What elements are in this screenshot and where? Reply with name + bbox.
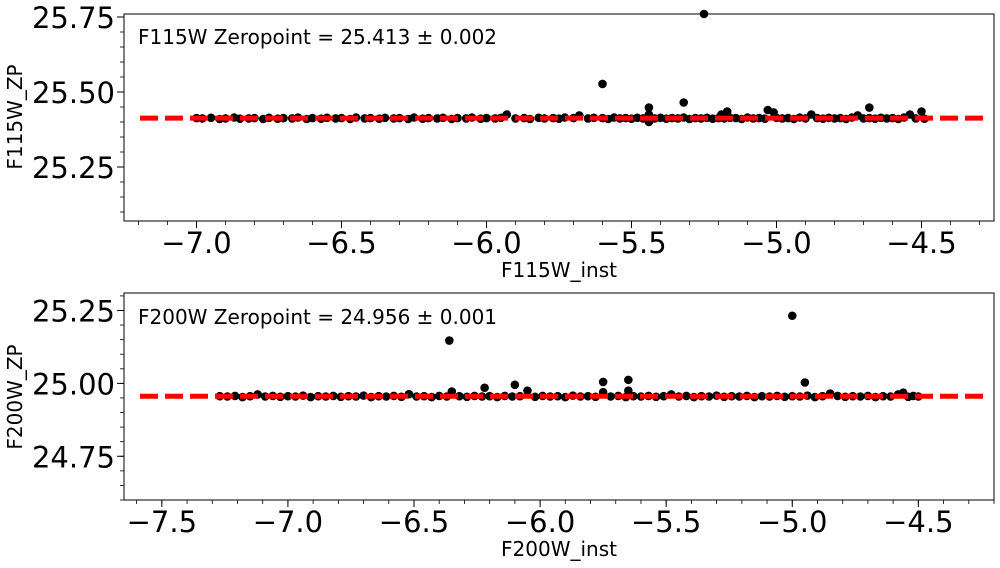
x-axis-label: F115W_inst — [501, 258, 617, 282]
x-tick-label: −5.0 — [741, 226, 811, 260]
x-tick-label: −6.0 — [505, 505, 575, 539]
data-point — [833, 391, 842, 401]
data-point — [699, 9, 709, 19]
axis-ticks: −7.0 −6.5 −6.0 −5.5 −5.0 −4.5 25.25 25.50 25.75 — [32, 1, 980, 260]
data-point — [447, 387, 457, 396]
data-point — [482, 113, 491, 123]
y-tick-label: 24.75 — [32, 440, 115, 474]
x-tick-label: −5.5 — [631, 505, 701, 539]
zeropoint-annotation: F115W Zeropoint = 25.413 ± 0.002 — [138, 25, 497, 49]
data-point — [624, 386, 633, 395]
data-point — [523, 386, 532, 395]
data-point — [381, 392, 391, 401]
data-point — [856, 392, 865, 401]
x-tick-label: −5.0 — [757, 505, 827, 539]
data-point — [865, 103, 874, 112]
data-point — [480, 383, 489, 393]
plot-frame — [123, 13, 995, 222]
x-tick-label: −6.0 — [451, 226, 521, 260]
x-tick-label: −5.5 — [596, 226, 666, 260]
y-tick-label: 25.25 — [32, 294, 115, 328]
axis-ticks: −7.5 −7.0 −6.5 −6.0 −5.5 −5.0 −4.5 24.75 25.00 25… — [32, 294, 995, 539]
f200w-panel: −7.5 −7.0 −6.5 −6.0 −5.5 −5.0 −4.5 24.75 25.00 25… — [3, 292, 995, 561]
x-tick-label: −6.5 — [379, 505, 449, 539]
y-tick-label: 25.00 — [32, 367, 115, 401]
f115w-panel: −7.0 −6.5 −6.0 −5.5 −5.0 −4.525.2525.5025.75 … — [3, 1, 995, 282]
y-tick-label: 25.75 — [32, 1, 115, 35]
x-tick-label: −7.5 — [127, 505, 197, 539]
zeropoint-annotation: F200W Zeropoint = 24.956 ± 0.001 — [138, 305, 497, 329]
data-point — [306, 392, 315, 402]
x-tick-label: −4.5 — [886, 226, 956, 260]
plot-frame — [123, 292, 995, 501]
x-axis-label: F200W_inst — [501, 537, 617, 561]
data-point — [308, 113, 317, 123]
data-point — [917, 107, 926, 116]
data-point — [800, 378, 810, 387]
y-tick-label: 25.50 — [32, 76, 115, 110]
data-point — [508, 392, 517, 401]
data-point — [679, 98, 688, 107]
y-tick-label: 25.25 — [32, 151, 115, 185]
data-point — [787, 311, 797, 321]
data-point — [445, 336, 454, 345]
data-point — [606, 392, 615, 401]
x-tick-label: −7.0 — [253, 505, 323, 539]
data-point — [682, 391, 691, 401]
data-point — [644, 103, 654, 112]
x-tick-label: −6.5 — [306, 226, 376, 260]
y-axis-label: F200W_ZP — [3, 344, 27, 449]
data-point — [510, 380, 520, 390]
data-point — [757, 391, 767, 401]
data-point — [624, 375, 633, 385]
x-tick-label: −7.0 — [161, 226, 231, 260]
data-point — [206, 113, 216, 123]
y-axis-label: F115W_ZP — [3, 64, 27, 169]
data-point — [598, 377, 608, 387]
x-tick-label: −4.5 — [883, 505, 953, 539]
data-point — [598, 79, 607, 89]
